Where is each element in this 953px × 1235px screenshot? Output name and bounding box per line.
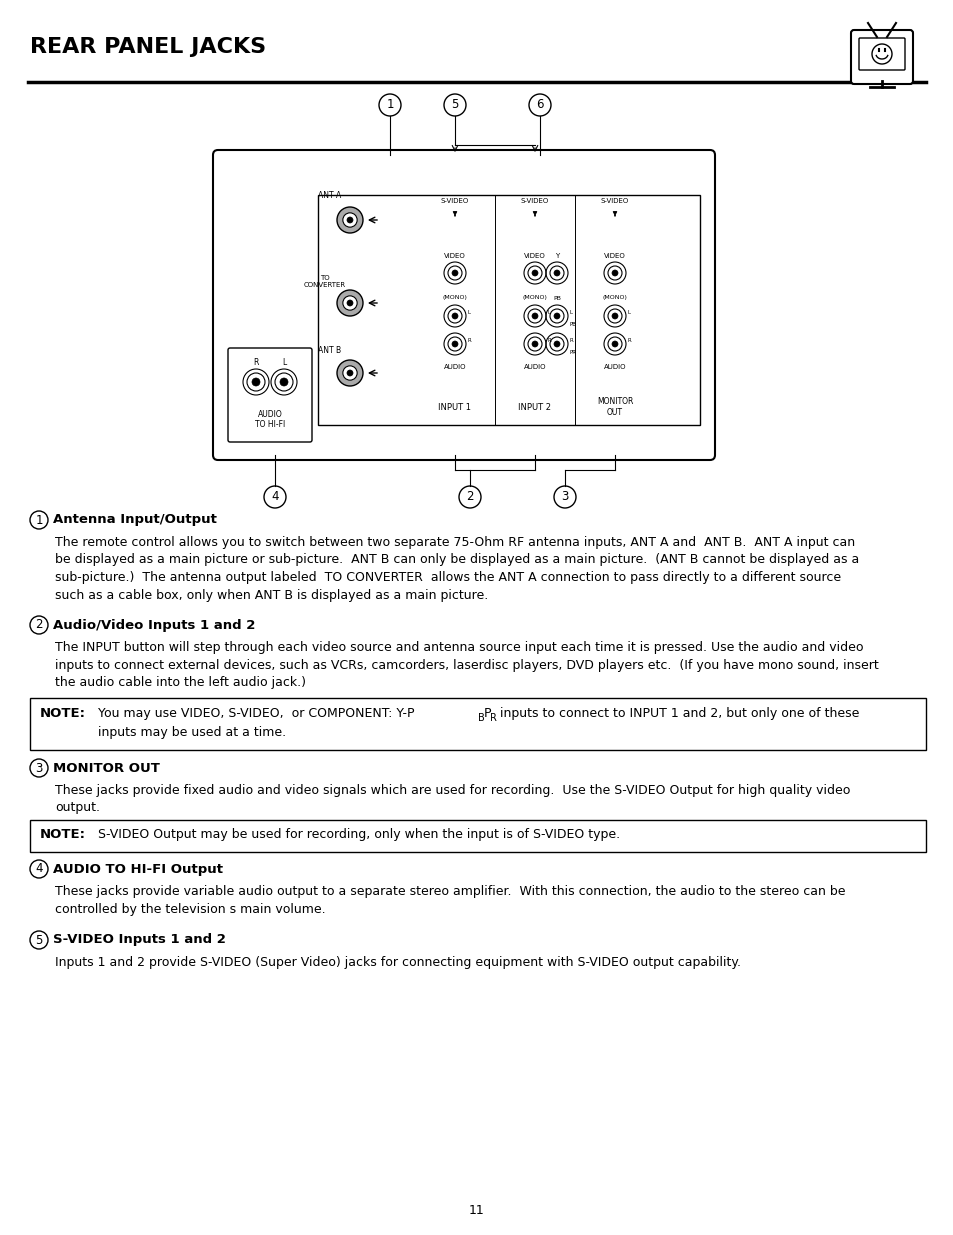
Text: S-VIDEO: S-VIDEO	[600, 198, 628, 204]
Text: These jacks provide fixed audio and video signals which are used for recording. : These jacks provide fixed audio and vide…	[55, 784, 849, 815]
Text: AUDIO
TO HI-FI: AUDIO TO HI-FI	[254, 410, 285, 430]
Circle shape	[347, 300, 353, 306]
Circle shape	[612, 312, 618, 319]
Text: S-VIDEO Output may be used for recording, only when the input is of S-VIDEO type: S-VIDEO Output may be used for recording…	[98, 827, 619, 841]
Text: REAR PANEL JACKS: REAR PANEL JACKS	[30, 37, 266, 57]
Text: 11: 11	[469, 1204, 484, 1216]
Text: Y: Y	[555, 253, 558, 259]
Text: INPUT 2: INPUT 2	[518, 403, 551, 411]
Text: L: L	[547, 310, 551, 315]
Circle shape	[252, 378, 260, 387]
Circle shape	[342, 366, 356, 380]
Text: AUDIO: AUDIO	[523, 364, 546, 370]
Circle shape	[336, 207, 363, 233]
Text: 1: 1	[386, 99, 394, 111]
Text: MONITOR OUT: MONITOR OUT	[53, 762, 160, 774]
Text: S-VIDEO: S-VIDEO	[520, 198, 549, 204]
Circle shape	[347, 217, 353, 224]
Text: AUDIO: AUDIO	[443, 364, 466, 370]
Text: NOTE:: NOTE:	[40, 827, 86, 841]
Text: You may use VIDEO, S-VIDEO,  or COMPONENT: Y-P: You may use VIDEO, S-VIDEO, or COMPONENT…	[98, 706, 414, 720]
Text: These jacks provide variable audio output to a separate stereo amplifier.  With : These jacks provide variable audio outpu…	[55, 885, 844, 915]
Text: R: R	[253, 358, 258, 367]
Circle shape	[554, 341, 559, 347]
Text: 3: 3	[35, 762, 43, 774]
Circle shape	[452, 341, 457, 347]
Text: B: B	[477, 713, 484, 722]
Text: L: L	[569, 310, 573, 315]
Text: The remote control allows you to switch between two separate 75-Ohm RF antenna i: The remote control allows you to switch …	[55, 536, 859, 601]
Text: R: R	[547, 337, 551, 342]
Text: 5: 5	[35, 934, 43, 946]
Text: inputs to connect to INPUT 1 and 2, but only one of these: inputs to connect to INPUT 1 and 2, but …	[496, 706, 859, 720]
Circle shape	[347, 370, 353, 375]
Circle shape	[532, 270, 537, 275]
FancyBboxPatch shape	[30, 698, 925, 750]
Text: VIDEO: VIDEO	[523, 253, 545, 259]
Text: VIDEO: VIDEO	[603, 253, 625, 259]
FancyBboxPatch shape	[30, 820, 925, 852]
Circle shape	[612, 341, 618, 347]
Circle shape	[554, 270, 559, 275]
Text: L: L	[281, 358, 286, 367]
Circle shape	[452, 312, 457, 319]
Text: P: P	[483, 706, 491, 720]
Circle shape	[342, 212, 356, 227]
Text: inputs may be used at a time.: inputs may be used at a time.	[98, 726, 286, 739]
Text: 4: 4	[271, 490, 278, 504]
Circle shape	[336, 290, 363, 316]
Text: Antenna Input/Output: Antenna Input/Output	[53, 514, 216, 526]
FancyBboxPatch shape	[850, 30, 912, 84]
Text: (MONO): (MONO)	[602, 295, 627, 300]
Text: 1: 1	[35, 514, 43, 526]
Text: R: R	[490, 713, 497, 722]
Text: Inputs 1 and 2 provide S-VIDEO (Super Video) jacks for connecting equipment with: Inputs 1 and 2 provide S-VIDEO (Super Vi…	[55, 956, 740, 969]
Text: (MONO): (MONO)	[522, 295, 547, 300]
FancyBboxPatch shape	[213, 149, 714, 459]
Text: PB: PB	[553, 295, 560, 300]
Text: (MONO): (MONO)	[442, 295, 467, 300]
Text: ANT B: ANT B	[318, 346, 341, 354]
Text: The INPUT button will step through each video source and antenna source input ea: The INPUT button will step through each …	[55, 641, 878, 689]
Circle shape	[342, 296, 356, 310]
Text: S-VIDEO Inputs 1 and 2: S-VIDEO Inputs 1 and 2	[53, 934, 226, 946]
Text: AUDIO TO HI-FI Output: AUDIO TO HI-FI Output	[53, 862, 223, 876]
Text: 5: 5	[451, 99, 458, 111]
Circle shape	[554, 312, 559, 319]
FancyBboxPatch shape	[858, 38, 904, 70]
Circle shape	[452, 270, 457, 275]
Text: AUDIO: AUDIO	[603, 364, 625, 370]
Text: 6: 6	[536, 99, 543, 111]
Text: TO
CONVERTER: TO CONVERTER	[304, 275, 346, 288]
FancyBboxPatch shape	[317, 195, 700, 425]
Circle shape	[612, 270, 618, 275]
Text: 2: 2	[466, 490, 474, 504]
FancyBboxPatch shape	[228, 348, 312, 442]
Text: 3: 3	[560, 490, 568, 504]
Text: PB: PB	[569, 321, 577, 326]
Circle shape	[280, 378, 288, 387]
Text: INPUT 1: INPUT 1	[438, 403, 471, 411]
Text: NOTE:: NOTE:	[40, 706, 86, 720]
Text: L: L	[468, 310, 471, 315]
Circle shape	[532, 312, 537, 319]
Text: VIDEO: VIDEO	[444, 253, 465, 259]
Text: PR: PR	[569, 350, 577, 354]
Text: L: L	[627, 310, 630, 315]
Text: 2: 2	[35, 619, 43, 631]
Text: R: R	[627, 337, 631, 342]
Text: S-VIDEO: S-VIDEO	[440, 198, 469, 204]
Text: ANT A: ANT A	[318, 191, 341, 200]
Circle shape	[532, 341, 537, 347]
Text: 4: 4	[35, 862, 43, 876]
Text: R: R	[569, 337, 573, 342]
Text: MONITOR
OUT: MONITOR OUT	[597, 398, 633, 416]
Text: Audio/Video Inputs 1 and 2: Audio/Video Inputs 1 and 2	[53, 619, 255, 631]
Circle shape	[336, 359, 363, 387]
Text: R: R	[468, 337, 471, 342]
